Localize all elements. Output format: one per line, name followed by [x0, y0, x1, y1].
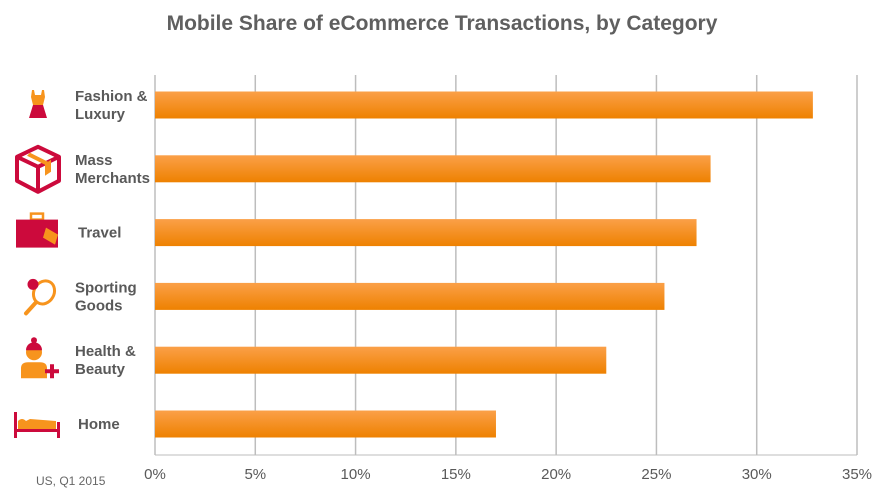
category-label: Fashion & Luxury [75, 88, 148, 123]
bar [155, 410, 496, 438]
x-tick-label: 10% [341, 466, 371, 483]
suitcase-icon [16, 212, 58, 248]
category-label-line: Merchants [75, 170, 150, 187]
tennis-racket-icon [24, 278, 57, 316]
category-label: Mass Merchants [75, 152, 150, 187]
category-label-line: Luxury [75, 106, 126, 123]
footnote: US, Q1 2015 [36, 474, 106, 488]
category-label-line: Beauty [75, 361, 126, 378]
category-label-line: Mass [75, 152, 113, 169]
category-label-line: Home [78, 416, 120, 433]
category-label: Health & Beauty [75, 343, 136, 378]
bar [155, 346, 607, 374]
x-tick-label: 20% [541, 466, 571, 483]
category-label-line: Health & [75, 343, 136, 360]
category-label-line: Fashion & [75, 88, 148, 105]
category-label: Sporting Goods [75, 279, 137, 314]
category-label: Home [78, 416, 120, 433]
bed-icon [14, 412, 60, 438]
x-tick-label: 35% [842, 466, 872, 483]
x-tick-label: 0% [144, 466, 166, 483]
category-label-line: Sporting [75, 279, 137, 296]
bar [155, 282, 665, 310]
bar [155, 155, 711, 183]
dress-icon [29, 90, 47, 118]
person-plus-icon [21, 337, 59, 379]
chart-title: Mobile Share of eCommerce Transactions, … [166, 12, 718, 35]
bar [155, 219, 697, 247]
x-tick-label: 15% [441, 466, 471, 483]
category-label-line: Goods [75, 297, 123, 314]
x-tick-label: 5% [244, 466, 266, 483]
category-label-line: Travel [78, 225, 121, 242]
bar [155, 91, 813, 119]
x-tick-label: 30% [742, 466, 772, 483]
x-tick-label: 25% [641, 466, 671, 483]
category-label: Travel [78, 225, 121, 242]
box-icon [15, 144, 61, 194]
